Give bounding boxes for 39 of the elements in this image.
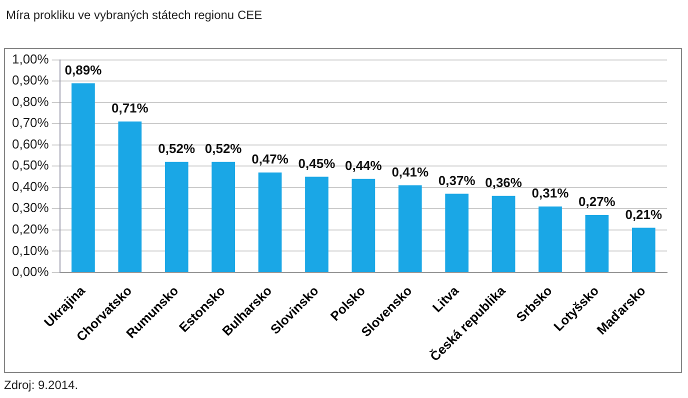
- y-tick-label: 1,00%: [12, 51, 50, 66]
- data-label: 0,44%: [344, 158, 382, 173]
- bar: [398, 185, 422, 272]
- data-label: 0,37%: [438, 172, 476, 188]
- y-tick-label: 0,00%: [12, 264, 50, 280]
- y-tick-label: 0,30%: [12, 200, 50, 216]
- bar: [72, 83, 95, 272]
- data-label: 0,41%: [392, 164, 429, 180]
- bar: [118, 121, 142, 272]
- data-label: 0,27%: [578, 194, 616, 210]
- data-label: 0,21%: [625, 206, 663, 222]
- bar: [212, 162, 235, 272]
- data-label: 0,71%: [111, 100, 149, 116]
- y-tick-label: 0,20%: [12, 222, 50, 237]
- y-tick-label: 0,80%: [12, 94, 50, 109]
- data-label: 0,31%: [532, 186, 570, 201]
- bar: [585, 215, 609, 272]
- bar: [352, 178, 376, 272]
- data-label: 0,47%: [252, 152, 289, 167]
- bar: [164, 162, 188, 272]
- y-tick-label: 0,70%: [12, 115, 50, 130]
- y-tick-label: 0,40%: [12, 178, 50, 194]
- data-label: 0,89%: [64, 62, 102, 78]
- y-tick-label: 0,60%: [12, 136, 50, 152]
- text: Zdroj: 9.2014.: [4, 378, 78, 392]
- y-tick-label: 0,10%: [12, 242, 50, 258]
- bar: [538, 206, 562, 272]
- bar: [445, 194, 469, 272]
- chart-title: Míra prokliku ve vybraných státech regionu CEE: [6, 8, 262, 22]
- bar: [632, 228, 656, 272]
- bar: [258, 172, 282, 272]
- bar: [305, 176, 328, 272]
- data-label: 0,52%: [158, 140, 196, 156]
- bar: [492, 196, 516, 272]
- y-tick-label: 0,90%: [12, 72, 50, 88]
- data-label: 0,45%: [298, 156, 336, 171]
- y-tick-label: 0,50%: [12, 158, 50, 173]
- data-label: 0,52%: [204, 140, 242, 156]
- data-label: 0,36%: [485, 174, 522, 190]
